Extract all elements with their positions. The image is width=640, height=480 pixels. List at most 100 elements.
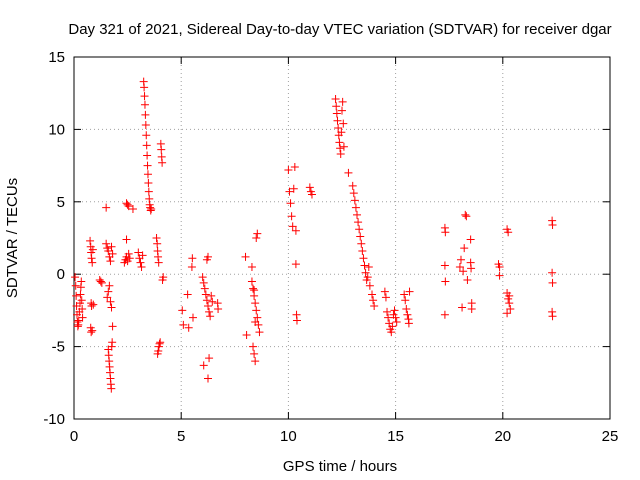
grid-lines xyxy=(74,57,610,419)
data-point xyxy=(143,170,152,179)
data-point xyxy=(124,202,133,211)
data-point xyxy=(87,254,96,263)
data-point xyxy=(202,296,211,305)
x-tick-label: 10 xyxy=(280,428,297,445)
data-point xyxy=(335,138,344,147)
data-point xyxy=(187,262,196,271)
data-point xyxy=(440,261,449,270)
data-point xyxy=(147,205,156,214)
data-point xyxy=(467,264,476,273)
data-point xyxy=(548,268,557,277)
data-point xyxy=(86,236,95,245)
x-tick-label: 20 xyxy=(494,428,511,445)
data-point xyxy=(404,319,413,328)
data-point xyxy=(104,247,113,256)
data-point xyxy=(285,187,294,196)
data-point xyxy=(363,273,372,282)
data-point xyxy=(102,239,111,248)
data-point xyxy=(381,293,390,302)
data-point xyxy=(338,97,347,106)
data-point xyxy=(141,110,150,119)
data-point xyxy=(456,255,465,264)
data-point xyxy=(71,281,80,290)
data-point xyxy=(405,287,414,296)
data-point xyxy=(208,297,217,306)
data-point xyxy=(251,357,260,366)
data-point xyxy=(466,235,475,244)
data-point xyxy=(441,228,450,237)
data-point xyxy=(108,249,117,258)
data-point xyxy=(250,286,259,295)
data-point xyxy=(354,218,363,227)
data-point xyxy=(250,349,259,358)
data-point xyxy=(251,299,260,308)
y-axis-label: SDTVAR / TECUs xyxy=(4,178,21,298)
data-point xyxy=(332,102,341,111)
data-point xyxy=(391,313,400,322)
data-point xyxy=(252,234,261,242)
x-tick-label: 15 xyxy=(387,428,404,445)
data-point xyxy=(336,150,345,159)
data-point xyxy=(353,210,362,219)
data-point xyxy=(142,131,151,140)
data-point xyxy=(198,273,207,282)
data-point xyxy=(336,144,345,153)
x-axis-label: GPS time / hours xyxy=(283,458,397,475)
data-point xyxy=(503,309,512,318)
data-point xyxy=(103,293,112,302)
data-point xyxy=(334,123,343,132)
data-point xyxy=(462,212,471,221)
data-point xyxy=(89,300,98,309)
data-point xyxy=(338,106,346,115)
x-tick-label: 0 xyxy=(70,428,78,445)
data-point xyxy=(339,119,348,128)
data-point xyxy=(253,313,262,322)
data-point xyxy=(154,258,163,267)
data-point xyxy=(305,183,314,192)
data-point xyxy=(88,258,97,267)
data-point xyxy=(361,268,370,277)
data-point xyxy=(390,306,399,315)
data-point xyxy=(247,262,256,271)
x-tick-label: 25 xyxy=(602,428,619,445)
data-point xyxy=(331,94,340,103)
data-point xyxy=(370,302,379,311)
data-point xyxy=(291,226,300,235)
data-point xyxy=(505,299,514,308)
plot-frame xyxy=(73,56,611,420)
data-point xyxy=(140,83,149,92)
data-point xyxy=(358,247,367,256)
data-point xyxy=(290,163,299,172)
data-point xyxy=(153,239,162,248)
data-point xyxy=(356,232,365,241)
data-point xyxy=(107,242,116,251)
data-point xyxy=(333,116,342,125)
data-point xyxy=(368,290,377,299)
data-point xyxy=(495,262,504,271)
data-point xyxy=(548,220,557,229)
data-point xyxy=(255,328,264,337)
data-point xyxy=(107,384,116,393)
data-point xyxy=(105,281,114,290)
data-point xyxy=(204,252,212,261)
chart-title: Day 321 of 2021, Sidereal Day-to-day VTE… xyxy=(68,21,611,38)
data-point xyxy=(199,361,208,370)
data-point xyxy=(287,212,296,221)
data-point xyxy=(144,178,153,187)
data-point xyxy=(142,141,151,150)
data-point xyxy=(459,267,468,276)
data-point xyxy=(247,277,256,286)
data-point xyxy=(128,205,137,214)
data-point xyxy=(156,338,165,347)
data-point xyxy=(144,187,153,196)
axes xyxy=(73,56,611,420)
data-point xyxy=(548,312,557,321)
data-point xyxy=(289,184,298,193)
data-point xyxy=(365,281,374,290)
data-point xyxy=(403,310,412,319)
data-point xyxy=(402,304,411,313)
y-tick-label: 15 xyxy=(48,49,65,66)
data-point xyxy=(188,313,197,322)
data-point xyxy=(307,190,316,199)
